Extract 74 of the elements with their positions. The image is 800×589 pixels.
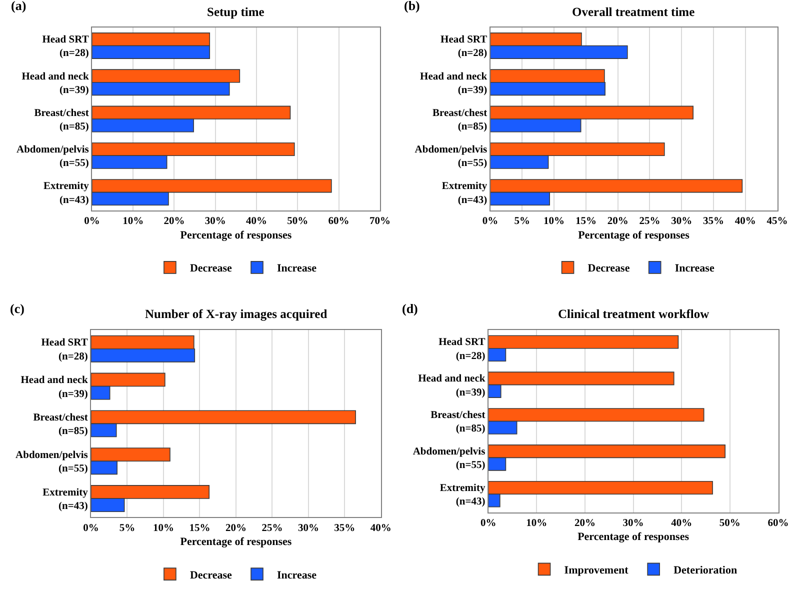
x-tick-label: 30% — [298, 522, 319, 534]
y-tick-label: Breast/chest (n=85) — [33, 412, 88, 438]
y-tick-label: Abdomen/pelvis (n=55) — [16, 450, 88, 475]
text: (a) — [11, 0, 26, 13]
y-tick-label: Breast/chest (n=85) — [430, 410, 486, 435]
x-axis-title: Percentage of responses — [578, 531, 690, 544]
legend-label: Improvement — [564, 564, 629, 576]
chart-title: Setup time — [207, 5, 265, 19]
x-tick-label: 20% — [574, 518, 596, 529]
legend-label: Decrease — [588, 262, 630, 275]
x-axis-title: Percentage of responses — [180, 536, 292, 548]
legend-label: Increase — [277, 262, 317, 275]
x-tick-label: 5% — [119, 522, 136, 534]
text: (c) — [10, 301, 24, 316]
legend-label: Increase — [277, 569, 317, 582]
x-tick-label: 10% — [544, 216, 565, 228]
y-tick-label: Abdomen/pelvis (n=55) — [16, 144, 90, 170]
x-axis-title: Percentage of responses — [578, 229, 690, 242]
x-tick-label: 20% — [607, 216, 628, 228]
x-tick-label: 0% — [482, 216, 498, 228]
x-axis-title: Percentage of responses — [180, 229, 292, 242]
y-tick-label: Breast/chest (n=85) — [34, 108, 90, 133]
chart-title: Overall treatment time — [572, 5, 696, 19]
y-tick-label: Breast/chest (n=85) — [432, 108, 488, 133]
x-tick-label: 40% — [246, 216, 268, 228]
x-tick-label: 25% — [262, 522, 283, 534]
y-tick-label: Abdomen/pelvis (n=55) — [412, 446, 486, 472]
x-tick-label: 35% — [703, 216, 724, 228]
text: (b) — [404, 0, 420, 13]
y-tick-label: Extremity (n=43) — [440, 482, 486, 508]
legend-label: Increase — [674, 262, 714, 275]
x-tick-label: 10% — [122, 216, 144, 228]
x-tick-label: 15% — [575, 216, 596, 228]
x-tick-label: 50% — [287, 216, 308, 228]
y-tick-label: Head and neck (n=39) — [418, 374, 486, 398]
x-tick-label: 10% — [526, 518, 548, 529]
x-tick-label: 15% — [189, 522, 210, 534]
y-tick-label: Abdomen/pelvis (n=55) — [414, 144, 488, 170]
y-tick-label: Head SRT (n=28) — [42, 34, 90, 60]
y-tick-label: Head SRT (n=28) — [41, 338, 88, 362]
text: (d) — [402, 301, 418, 316]
x-tick-label: 20% — [164, 216, 185, 228]
x-tick-label: 0% — [480, 518, 496, 529]
x-tick-label: 40% — [734, 216, 756, 228]
x-tick-label: 70% — [369, 216, 390, 228]
x-tick-label: 30% — [204, 216, 226, 228]
y-tick-label: Extremity (n=43) — [44, 181, 90, 206]
x-tick-label: 0% — [83, 522, 99, 534]
x-tick-label: 30% — [671, 216, 692, 228]
y-tick-label: Extremity (n=43) — [42, 487, 89, 512]
x-tick-label: 60% — [328, 216, 350, 228]
y-tick-label: Head and neck (n=39) — [420, 71, 488, 96]
x-tick-label: 25% — [639, 216, 660, 228]
x-tick-label: 50% — [719, 518, 740, 529]
chart-title: Clinical treatment workflow — [558, 307, 710, 321]
x-tick-label: 35% — [334, 522, 356, 534]
x-tick-label: 40% — [671, 518, 692, 529]
y-tick-label: Head and neck (n=39) — [22, 71, 90, 96]
y-tick-label: Head and neck (n=39) — [20, 375, 88, 400]
x-tick-label: 20% — [225, 522, 246, 534]
x-tick-label: 60% — [768, 518, 789, 529]
y-tick-label: Head SRT (n=28) — [440, 34, 488, 60]
x-tick-label: 45% — [766, 216, 788, 228]
y-tick-label: Extremity (n=43) — [442, 181, 488, 206]
legend-label: Decrease — [190, 569, 232, 582]
x-tick-label: 0% — [84, 216, 100, 228]
x-tick-label: 40% — [370, 522, 392, 534]
x-tick-label: 5% — [514, 216, 530, 228]
legend-label: Decrease — [190, 262, 232, 275]
y-tick-label: Head SRT (n=28) — [438, 337, 486, 362]
chart-title: Number of X-ray images acquired — [145, 307, 328, 321]
legend-label: Deterioration — [674, 564, 738, 576]
x-tick-label: 10% — [152, 522, 174, 534]
x-tick-label: 30% — [622, 518, 644, 529]
